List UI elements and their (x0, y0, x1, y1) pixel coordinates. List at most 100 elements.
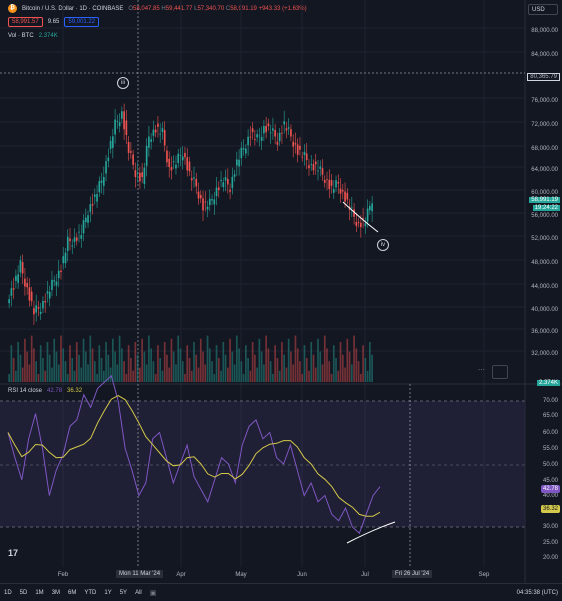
price-tick: 80,365.79 (527, 73, 560, 81)
volume-bar (202, 351, 204, 382)
candle (109, 140, 112, 149)
volume-bar (278, 370, 281, 382)
candle (60, 270, 62, 273)
candle (166, 150, 168, 163)
price-tick: 36,000.00 (531, 329, 558, 335)
rsi-tick: 40.00 (542, 493, 558, 499)
volume-bar (344, 367, 346, 382)
volume-bar (215, 345, 218, 382)
candle (226, 178, 229, 185)
volume-bar (328, 361, 331, 382)
candle (350, 207, 353, 209)
candle (224, 177, 227, 181)
volume-bar (37, 374, 40, 382)
range-button-1m[interactable]: 1M (35, 589, 44, 596)
rsi-value-tag: 42.78 (540, 485, 560, 493)
candle (366, 208, 369, 222)
candle (332, 189, 335, 193)
range-button-1d[interactable]: 1D (4, 589, 12, 596)
candle (236, 159, 238, 166)
bottom-toolbar: 1D 5D 1M 3M 6M YTD 1Y 5Y All ▣ 04:35:38 (UTC) (0, 583, 562, 601)
volume-bar (26, 351, 28, 382)
clock-display[interactable]: 04:35:38 (UTC) (516, 589, 558, 596)
candle (267, 123, 270, 127)
volume-bar (179, 348, 182, 382)
price-tick: 58,991.19 (529, 197, 560, 203)
volume-legend: Vol · BTC 2.374K (8, 33, 58, 39)
range-button-3m[interactable]: 3M (51, 589, 61, 596)
candle (222, 182, 225, 187)
candle (346, 192, 349, 200)
volume-bar (321, 364, 324, 382)
candle (229, 189, 231, 192)
price-tick: 64,000.00 (531, 167, 558, 173)
range-button-all[interactable]: All (135, 589, 142, 596)
wave-label-iii[interactable]: iii (117, 77, 129, 89)
calendar-icon[interactable]: ▣ (149, 589, 157, 597)
candle (249, 136, 252, 138)
ohlc-values: O58,047.85 H59,441.77 L57,340.70 C58,991… (128, 6, 306, 12)
range-button-6m[interactable]: 6M (68, 589, 77, 596)
candle (197, 191, 200, 199)
volume-bar (64, 361, 67, 382)
symbol-title[interactable]: Bitcoin / U.S. Dollar · 1D · COINBASE (22, 5, 124, 12)
volume-bar (240, 361, 243, 382)
candle (287, 127, 290, 129)
price-tick: 84,000.00 (531, 52, 558, 58)
volume-bar (332, 345, 335, 382)
volume-bar (166, 354, 168, 382)
price-tick: 44,000.00 (531, 284, 558, 290)
volume-bar (181, 361, 184, 382)
currency-select[interactable]: USD (528, 4, 558, 15)
volume-bar (170, 338, 173, 382)
volume-bar (272, 374, 274, 382)
candle (285, 128, 288, 131)
range-button-5y[interactable]: 5Y (119, 589, 128, 596)
volume-bar (199, 338, 202, 382)
range-button-5d[interactable]: 5D (19, 589, 28, 596)
candle (80, 235, 83, 239)
bitcoin-icon: ₿ (8, 4, 17, 13)
rsi-value-2: 36.32 (67, 388, 83, 394)
candle (130, 151, 132, 153)
volume-bar (98, 345, 101, 382)
screenshot-icon[interactable] (492, 365, 508, 379)
rsi-divergence-curve[interactable] (346, 521, 396, 544)
volume-bar (89, 335, 92, 382)
volume-bar (364, 358, 367, 382)
volume-bar (208, 348, 211, 382)
range-button-1y[interactable]: 1Y (104, 589, 112, 596)
wave-label-iv[interactable]: iv (377, 239, 389, 251)
candle (199, 195, 202, 199)
trend-curve[interactable] (342, 201, 379, 233)
volume-bar (141, 338, 143, 382)
volume-bar (341, 354, 344, 382)
candle (15, 275, 17, 281)
candle (75, 237, 78, 241)
volume-bar (251, 342, 254, 382)
chart-icon[interactable]: ⋯ (478, 367, 485, 374)
candle (335, 180, 337, 188)
candle (303, 151, 306, 156)
volume-bar (100, 358, 103, 382)
candle (369, 205, 371, 211)
volume-bar (269, 361, 272, 382)
future-time-label: Fri 26 Jul '24 (392, 570, 433, 578)
volume-bar (296, 348, 299, 382)
buy-button[interactable]: 59,001.22 (64, 17, 100, 27)
range-button-ytd[interactable]: YTD (84, 589, 97, 596)
candle (66, 236, 69, 251)
candle (206, 206, 209, 210)
rsi-legend: RSI 14 close 42.78 36.32 (8, 388, 82, 394)
volume-bar (69, 345, 71, 382)
sell-button[interactable]: 58,991.57 (8, 17, 43, 27)
candle (317, 170, 319, 172)
volume-bar (17, 342, 19, 382)
candle (57, 270, 60, 279)
volume-bar (136, 354, 139, 382)
candle (154, 129, 157, 133)
candle (145, 145, 148, 166)
volume-bar (276, 358, 279, 382)
candle (184, 152, 186, 158)
